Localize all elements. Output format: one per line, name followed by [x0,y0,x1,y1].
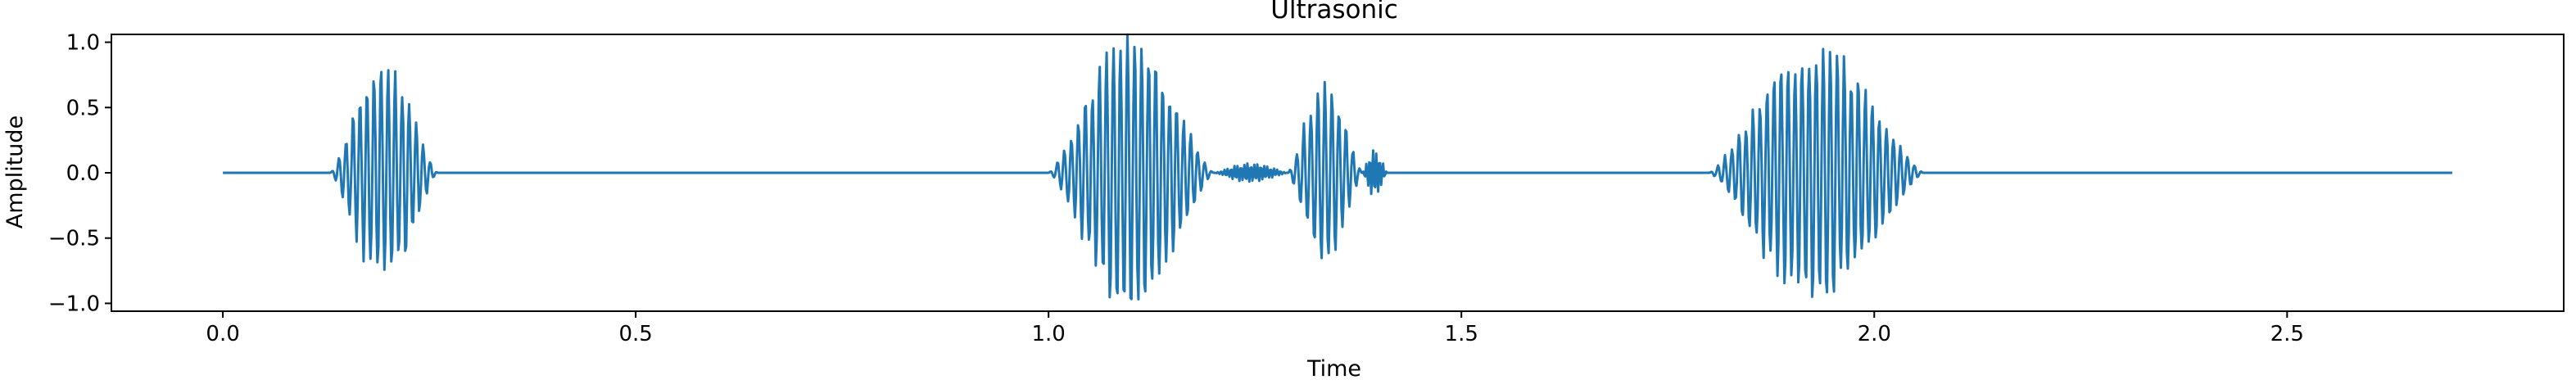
y-tick-label: 1.0 [66,31,100,56]
x-tick-label: 2.0 [1858,322,1891,346]
x-axis-label: Time [1306,356,1361,382]
y-tick-label: 0.5 [66,96,100,120]
y-tick-label: −0.5 [48,227,100,251]
x-tick-label: 0.0 [206,322,239,346]
x-tick-label: 1.5 [1445,322,1478,346]
chart-title: Ultrasonic [1270,0,1398,25]
x-tick-label: 0.5 [618,322,652,346]
waveform-series-line [222,33,2453,301]
x-tick-label: 2.5 [2270,322,2304,346]
x-tick-label: 1.0 [1031,322,1065,346]
y-axis-label: Amplitude [2,115,28,228]
axes-frame [111,34,2565,312]
y-tick-label: 0.0 [66,161,100,186]
y-axis: −1.0 −0.5 0.0 0.5 1.0 [48,31,111,316]
plot-area [222,33,2453,301]
y-tick-label: −1.0 [48,292,100,316]
x-axis: 0.0 0.5 1.0 1.5 2.0 2.5 [206,311,2304,346]
